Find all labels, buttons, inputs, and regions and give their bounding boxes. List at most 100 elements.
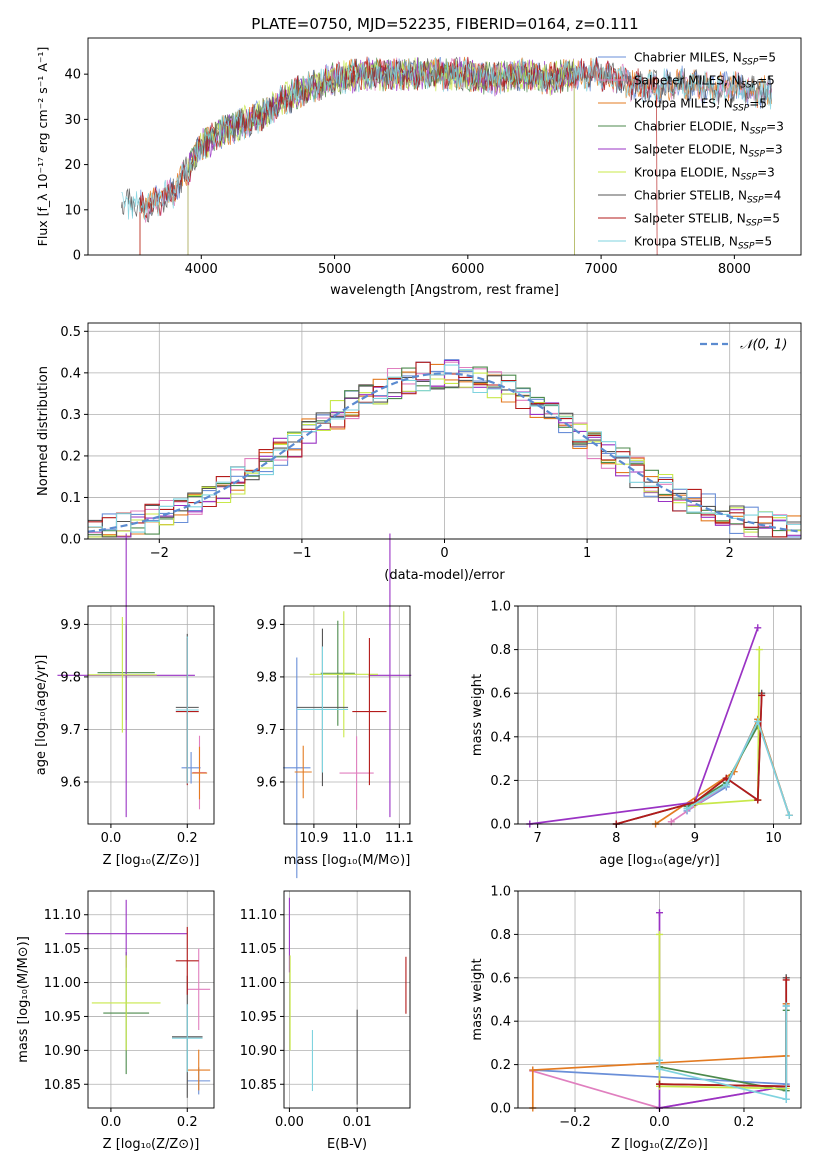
age-vs-mass-xtick-label: 11.1: [385, 831, 414, 846]
weight-vs-Z-ytick-label: 1.0: [490, 885, 511, 900]
weight-vs-Z-point-marker: [782, 1095, 790, 1103]
age-vs-mass-axes-frame: [283, 605, 411, 825]
mass-vs-Z-ytick-label: 11.10: [44, 908, 81, 923]
weight-vs-Z-series-line: [658, 1006, 788, 1101]
weight-vs-Z-point-marker: [656, 909, 663, 917]
weight-vs-age-series-line: [686, 719, 791, 816]
spectrum-xtick-label: 7000: [585, 262, 618, 277]
legend-nssp-prefix: , N: [732, 143, 749, 157]
legend-nssp-eq: =: [757, 166, 767, 180]
weight-vs-age-axes-frame: [517, 605, 802, 825]
weight-vs-Z-xlabel: Z [log₁₀(Z/Z⊙)]: [611, 1137, 708, 1152]
legend-nssp-subscript: SSP: [742, 58, 759, 68]
mass-vs-EBV-ytick-label: 10.90: [240, 1044, 277, 1059]
spectrum-series-line: [120, 56, 772, 223]
age-vs-Z-ytick-label: 9.8: [60, 670, 81, 685]
legend-series-name: Salpeter ELODIE: [634, 143, 732, 157]
legend-nssp-value: 3: [776, 120, 784, 134]
residuals-xtick-label: 1: [583, 546, 591, 561]
weight-vs-Z-ytick-label: 0.2: [490, 1058, 511, 1073]
residuals-ytick-label: 0.4: [60, 366, 81, 381]
legend-nssp-prefix: , N: [729, 212, 746, 226]
mass-vs-Z-ytick-label: 10.85: [44, 1078, 81, 1093]
weight-vs-age-point-marker: [722, 781, 730, 789]
mass-vs-Z-ylabel: mass [log₁₀(M/M⊙)]: [16, 936, 31, 1063]
weight-vs-Z-point-marker: [656, 930, 663, 938]
legend-nssp-eq: =: [754, 235, 764, 249]
legend-series-name: Kroupa ELODIE: [634, 166, 724, 180]
residual-histogram-step: [88, 364, 801, 533]
legend-nssp-eq: =: [766, 120, 776, 134]
legend-nssp-eq: =: [757, 74, 767, 88]
legend-series-name: Chabrier STELIB: [634, 189, 730, 203]
spectrum-legend-label: Chabrier ELODIE, NSSP=3: [634, 120, 784, 137]
weight-vs-age-ytick-label: 0.4: [490, 730, 511, 745]
legend-nssp-subscript: SSP: [741, 173, 758, 183]
mass-vs-Z-xtick-label: 0.0: [101, 1115, 122, 1130]
spectrum-axes-frame: [87, 37, 802, 256]
mass-vs-Z-xtick-label: 0.2: [177, 1115, 198, 1130]
age-vs-mass-ytick-label: 9.6: [256, 775, 277, 790]
residuals-ytick-label: 0.3: [60, 408, 81, 423]
mass-vs-EBV-ytick-label: 11.00: [240, 976, 277, 991]
legend-nssp-prefix: , N: [716, 97, 733, 111]
residual-histogram-step: [88, 372, 801, 538]
mass-vs-Z-axes-frame: [87, 890, 215, 1109]
legend-nssp-prefix: , N: [721, 235, 738, 249]
age-vs-Z-ytick-label: 9.7: [60, 723, 81, 738]
legend-nssp-eq: =: [749, 97, 759, 111]
mass-vs-EBV-ytick-label: 10.95: [240, 1010, 277, 1025]
mass-vs-Z-ytick-label: 10.95: [44, 1010, 81, 1025]
spectrum-xtick-label: 6000: [451, 262, 484, 277]
residuals-ytick-label: 0.1: [60, 491, 81, 506]
weight-vs-age-point-marker: [758, 691, 766, 699]
legend-nssp-value: 4: [774, 189, 782, 203]
weight-vs-age-xtick-label: 10: [765, 831, 782, 846]
mass-vs-EBV-ytick-label: 10.85: [240, 1078, 277, 1093]
data-layer: [57, 56, 802, 1112]
age-vs-Z-ytick-label: 9.6: [60, 775, 81, 790]
spectrum-ylabel: Flux [f_λ 10⁻¹⁷ erg cm⁻² s⁻¹ A⁻¹]: [35, 47, 50, 247]
age-vs-mass-xtick-label: 10.9: [299, 831, 328, 846]
legend-nssp-eq: =: [764, 189, 774, 203]
weight-vs-age-ytick-label: 0.0: [490, 818, 511, 833]
age-vs-mass-ytick-label: 9.8: [256, 670, 277, 685]
weight-vs-Z-point-marker: [656, 1065, 663, 1073]
legend-nssp-value: 5: [764, 235, 772, 249]
spectrum-legend-label: Salpeter ELODIE, NSSP=3: [634, 143, 783, 160]
residuals-ytick-label: 0.5: [60, 325, 81, 340]
residuals-ytick-label: 0.0: [60, 533, 81, 548]
legend-nssp-prefix: , N: [730, 189, 747, 203]
legend-series-name: Salpeter MILES: [634, 74, 724, 88]
legend-nssp-value: 3: [775, 143, 783, 157]
legend-nssp-subscript: SSP: [738, 242, 755, 252]
weight-vs-age-point-marker: [785, 811, 793, 819]
weight-vs-age-point-marker: [754, 624, 762, 632]
weight-vs-age-xtick-label: 9: [691, 831, 699, 846]
mass-vs-Z-ytick-label: 11.05: [44, 942, 81, 957]
weight-vs-age-xtick-label: 8: [612, 831, 620, 846]
mass-vs-Z-ytick-label: 11.00: [44, 976, 81, 991]
weight-vs-Z-point-marker: [529, 1066, 537, 1074]
legend-nssp-subscript: SSP: [750, 127, 767, 137]
spectrum-ytick-label: 40: [64, 68, 81, 83]
mass-vs-Z-ytick-label: 10.90: [44, 1044, 81, 1059]
weight-vs-age-xlabel: age [log₁₀(age/yr)]: [599, 853, 720, 868]
legend-nssp-subscript: SSP: [733, 104, 750, 114]
text-layer: 4000 5000 6000 7000 8000010203040wavelength …: [16, 47, 787, 1152]
residuals-xtick-label: 2: [726, 546, 734, 561]
weight-vs-Z-ylabel: mass weight: [470, 958, 485, 1040]
legend-nssp-value: 5: [772, 212, 780, 226]
residuals-xtick-label: −2: [150, 546, 169, 561]
spectrum-xtick-label: 5000: [318, 262, 351, 277]
residuals-ytick-label: 0.2: [60, 449, 81, 464]
spectrum-legend-label: Kroupa MILES, NSSP=5: [634, 97, 767, 114]
spectrum-legend-label: Chabrier STELIB, NSSP=4: [634, 189, 781, 206]
mass-vs-EBV-axes-frame: [283, 890, 411, 1109]
age-vs-mass-ytick-label: 9.9: [256, 618, 277, 633]
age-vs-Z-xtick-label: 0.2: [177, 831, 198, 846]
weight-vs-Z-xtick-label: −0.2: [559, 1115, 591, 1130]
mass-vs-EBV-ytick-label: 11.05: [240, 942, 277, 957]
legend-nssp-eq: =: [762, 212, 772, 226]
